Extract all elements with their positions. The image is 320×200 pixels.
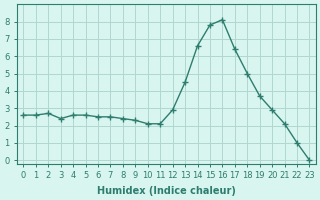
X-axis label: Humidex (Indice chaleur): Humidex (Indice chaleur) xyxy=(97,186,236,196)
